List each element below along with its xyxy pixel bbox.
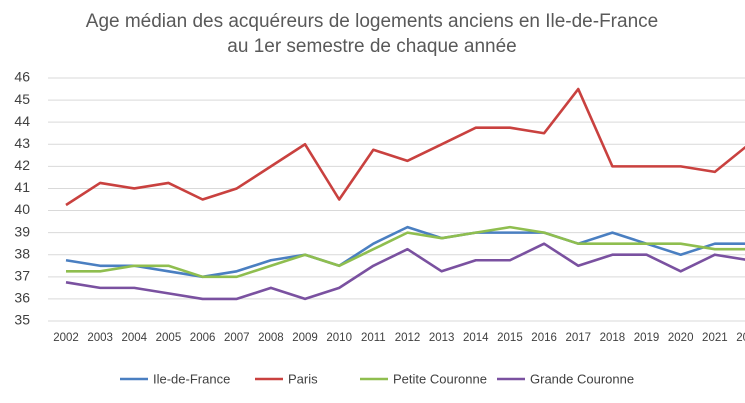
chart-subtitle: au 1er semestre de chaque année — [227, 36, 516, 57]
x-tick-label: 2003 — [87, 332, 113, 344]
x-tick-label: 2004 — [122, 332, 148, 344]
series-line — [65, 87, 745, 207]
y-tick-label: 36 — [14, 290, 30, 306]
series-line — [66, 225, 745, 279]
x-tick-label: 2008 — [258, 332, 284, 344]
x-tick-label: 2009 — [292, 332, 318, 344]
y-tick-label: 37 — [14, 268, 30, 284]
x-tick-label: 2006 — [190, 332, 216, 344]
series-line — [65, 242, 745, 301]
x-tick-label: 2016 — [531, 332, 557, 344]
chart-title: Age médian des acquéreurs de logements a… — [86, 11, 658, 32]
y-tick-label: 39 — [14, 223, 30, 239]
y-tick-label: 43 — [14, 135, 30, 151]
legend-label: Petite Couronne — [393, 371, 487, 386]
y-tick-label: 40 — [14, 201, 30, 217]
x-tick-label: 2019 — [634, 332, 660, 344]
x-tick-label: 2007 — [224, 332, 250, 344]
x-tick-label: 2010 — [326, 332, 352, 344]
y-tick-label: 46 — [14, 69, 30, 85]
x-tick-label: 2014 — [463, 332, 489, 344]
y-tick-label: 44 — [14, 113, 30, 129]
legend-label: Ile-de-France — [153, 371, 230, 386]
x-tick-label: 2017 — [565, 332, 591, 344]
x-tick-label: 2020 — [668, 332, 694, 344]
x-tick-label: 2005 — [156, 332, 182, 344]
x-tick-label: 2002 — [53, 332, 79, 344]
x-tick-label: 2022 — [736, 332, 745, 344]
x-tick-label: 2011 — [361, 332, 386, 344]
y-tick-label: 42 — [14, 157, 30, 173]
x-tick-label: 2018 — [600, 332, 626, 344]
x-tick-label: 2021 — [702, 332, 728, 344]
legend-label: Grande Couronne — [530, 371, 634, 386]
x-tick-label: 2015 — [497, 332, 523, 344]
y-tick-label: 45 — [14, 91, 30, 107]
y-tick-label: 41 — [14, 179, 30, 195]
series-line — [65, 225, 745, 279]
y-tick-label: 38 — [14, 245, 30, 261]
x-tick-label: 2013 — [429, 332, 455, 344]
y-tick-label: 35 — [14, 312, 30, 328]
x-tick-label: 2012 — [395, 332, 421, 344]
legend-label: Paris — [288, 371, 318, 386]
